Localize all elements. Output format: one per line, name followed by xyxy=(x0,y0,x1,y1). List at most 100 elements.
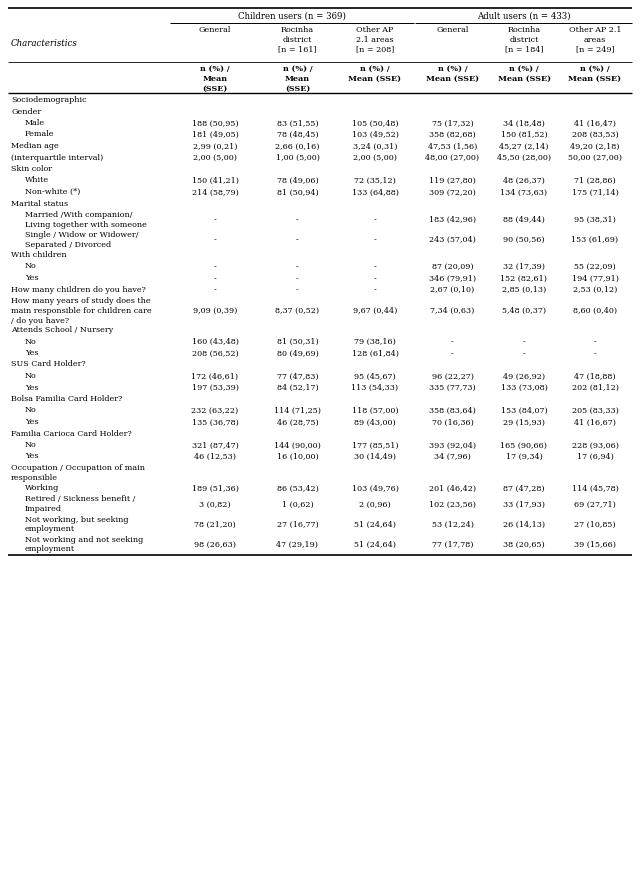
Text: Rocinha
district
[n = 184]: Rocinha district [n = 184] xyxy=(505,26,543,54)
Text: Characteristics: Characteristics xyxy=(11,39,77,48)
Text: Yes: Yes xyxy=(25,274,38,282)
Text: 153 (84,07): 153 (84,07) xyxy=(500,407,547,415)
Text: 128 (61,84): 128 (61,84) xyxy=(351,350,399,358)
Text: 46 (12,53): 46 (12,53) xyxy=(194,453,236,461)
Text: 29 (15,93): 29 (15,93) xyxy=(503,419,545,426)
Text: No: No xyxy=(25,262,36,270)
Text: 9,09 (0,39): 9,09 (0,39) xyxy=(193,306,237,314)
Text: Attends School / Nursery: Attends School / Nursery xyxy=(11,326,113,334)
Text: 87 (20,09): 87 (20,09) xyxy=(432,263,474,271)
Text: No: No xyxy=(25,337,36,345)
Text: 2,00 (5,00): 2,00 (5,00) xyxy=(353,155,397,162)
Text: -: - xyxy=(374,216,376,224)
Text: n (%) /
Mean (SSE): n (%) / Mean (SSE) xyxy=(426,65,479,83)
Text: -: - xyxy=(214,216,216,224)
Text: 70 (16,36): 70 (16,36) xyxy=(431,419,474,426)
Text: 3 (0,82): 3 (0,82) xyxy=(199,501,231,509)
Text: 197 (53,39): 197 (53,39) xyxy=(191,384,239,392)
Text: n (%) /
Mean
(SSE): n (%) / Mean (SSE) xyxy=(283,65,312,93)
Text: -: - xyxy=(374,275,376,283)
Text: No: No xyxy=(25,441,36,449)
Text: 33 (17,93): 33 (17,93) xyxy=(503,501,545,509)
Text: 189 (51,36): 189 (51,36) xyxy=(191,485,239,493)
Text: -: - xyxy=(296,216,299,224)
Text: Yes: Yes xyxy=(25,418,38,426)
Text: 2,53 (0,12): 2,53 (0,12) xyxy=(573,286,617,294)
Text: How many years of study does the
main responsible for children care
/ do you hav: How many years of study does the main re… xyxy=(11,297,152,325)
Text: -: - xyxy=(451,338,454,346)
Text: 133 (64,88): 133 (64,88) xyxy=(351,189,399,197)
Text: 47 (29,19): 47 (29,19) xyxy=(276,540,319,548)
Text: 78 (21,20): 78 (21,20) xyxy=(194,520,236,529)
Text: 194 (77,91): 194 (77,91) xyxy=(572,275,618,283)
Text: 150 (41,21): 150 (41,21) xyxy=(191,177,239,185)
Text: 113 (54,33): 113 (54,33) xyxy=(351,384,399,392)
Text: 103 (49,52): 103 (49,52) xyxy=(351,132,399,140)
Text: Retired / Sickness benefit /
Impaired: Retired / Sickness benefit / Impaired xyxy=(25,495,136,513)
Text: Yes: Yes xyxy=(25,349,38,357)
Text: 46 (28,75): 46 (28,75) xyxy=(276,419,318,426)
Text: 84 (52,17): 84 (52,17) xyxy=(276,384,318,392)
Text: Adult users (n = 433): Adult users (n = 433) xyxy=(477,11,570,20)
Text: SUS Card Holder?: SUS Card Holder? xyxy=(11,360,86,368)
Text: 53 (12,24): 53 (12,24) xyxy=(431,520,474,529)
Text: 49 (26,92): 49 (26,92) xyxy=(503,373,545,381)
Text: -: - xyxy=(374,263,376,271)
Text: 214 (58,79): 214 (58,79) xyxy=(191,189,239,197)
Text: 152 (82,61): 152 (82,61) xyxy=(500,275,547,283)
Text: 81 (50,31): 81 (50,31) xyxy=(276,338,318,346)
Text: 95 (38,31): 95 (38,31) xyxy=(574,216,616,224)
Text: 8,60 (0,40): 8,60 (0,40) xyxy=(573,306,617,314)
Text: 83 (51,55): 83 (51,55) xyxy=(276,120,318,128)
Text: 26 (14,13): 26 (14,13) xyxy=(503,520,545,529)
Text: 71 (28,86): 71 (28,86) xyxy=(574,177,616,185)
Text: 2,00 (5,00): 2,00 (5,00) xyxy=(193,155,237,162)
Text: 3,24 (0,31): 3,24 (0,31) xyxy=(353,143,397,151)
Text: No: No xyxy=(25,372,36,380)
Text: 1 (0,62): 1 (0,62) xyxy=(282,501,314,509)
Text: 17 (9,34): 17 (9,34) xyxy=(506,453,543,461)
Text: 172 (46,61): 172 (46,61) xyxy=(191,373,239,381)
Text: 208 (83,53): 208 (83,53) xyxy=(572,132,618,140)
Text: 41 (16,47): 41 (16,47) xyxy=(574,120,616,128)
Text: 2,67 (0,10): 2,67 (0,10) xyxy=(430,286,475,294)
Text: -: - xyxy=(214,236,216,244)
Text: (interquartile interval): (interquartile interval) xyxy=(11,154,103,162)
Text: 78 (48,45): 78 (48,45) xyxy=(276,132,318,140)
Text: 88 (49,44): 88 (49,44) xyxy=(503,216,545,224)
Text: No: No xyxy=(25,406,36,414)
Text: 47 (18,88): 47 (18,88) xyxy=(574,373,616,381)
Text: 150 (81,52): 150 (81,52) xyxy=(500,132,547,140)
Text: Other AP 2.1
areas
[n = 249]: Other AP 2.1 areas [n = 249] xyxy=(569,26,621,54)
Text: 160 (43,48): 160 (43,48) xyxy=(191,338,239,346)
Text: 32 (17,39): 32 (17,39) xyxy=(503,263,545,271)
Text: 51 (24,64): 51 (24,64) xyxy=(354,540,396,548)
Text: Not working and not seeking
employment: Not working and not seeking employment xyxy=(25,535,143,554)
Text: 50,00 (27,00): 50,00 (27,00) xyxy=(568,155,622,162)
Text: -: - xyxy=(374,236,376,244)
Text: Occupation / Occupation of main
responsible: Occupation / Occupation of main responsi… xyxy=(11,464,145,482)
Text: 243 (57,04): 243 (57,04) xyxy=(429,236,476,244)
Text: 27 (16,77): 27 (16,77) xyxy=(276,520,318,529)
Text: Skin color: Skin color xyxy=(11,165,52,173)
Text: Single / Widow or Widower/
Separated / Divorced: Single / Widow or Widower/ Separated / D… xyxy=(25,231,138,249)
Text: 45,27 (2,14): 45,27 (2,14) xyxy=(499,143,548,151)
Text: 90 (50,56): 90 (50,56) xyxy=(503,236,545,244)
Text: n (%) /
Mean (SSE): n (%) / Mean (SSE) xyxy=(497,65,550,83)
Text: 5,48 (0,37): 5,48 (0,37) xyxy=(502,306,546,314)
Text: 346 (79,91): 346 (79,91) xyxy=(429,275,476,283)
Text: 103 (49,76): 103 (49,76) xyxy=(351,485,399,493)
Text: Children users (n = 369): Children users (n = 369) xyxy=(239,11,346,20)
Text: 49,20 (2,18): 49,20 (2,18) xyxy=(570,143,620,151)
Text: 77 (47,83): 77 (47,83) xyxy=(276,373,318,381)
Text: 8,37 (0,52): 8,37 (0,52) xyxy=(275,306,319,314)
Text: 39 (15,66): 39 (15,66) xyxy=(574,540,616,548)
Text: 77 (17,78): 77 (17,78) xyxy=(432,540,473,548)
Text: 9,67 (0,44): 9,67 (0,44) xyxy=(353,306,397,314)
Text: -: - xyxy=(296,236,299,244)
Text: -: - xyxy=(374,286,376,294)
Text: 30 (14,49): 30 (14,49) xyxy=(354,453,396,461)
Text: White: White xyxy=(25,177,49,185)
Text: Familia Carioca Card Holder?: Familia Carioca Card Holder? xyxy=(11,429,132,437)
Text: 87 (47,28): 87 (47,28) xyxy=(503,485,545,493)
